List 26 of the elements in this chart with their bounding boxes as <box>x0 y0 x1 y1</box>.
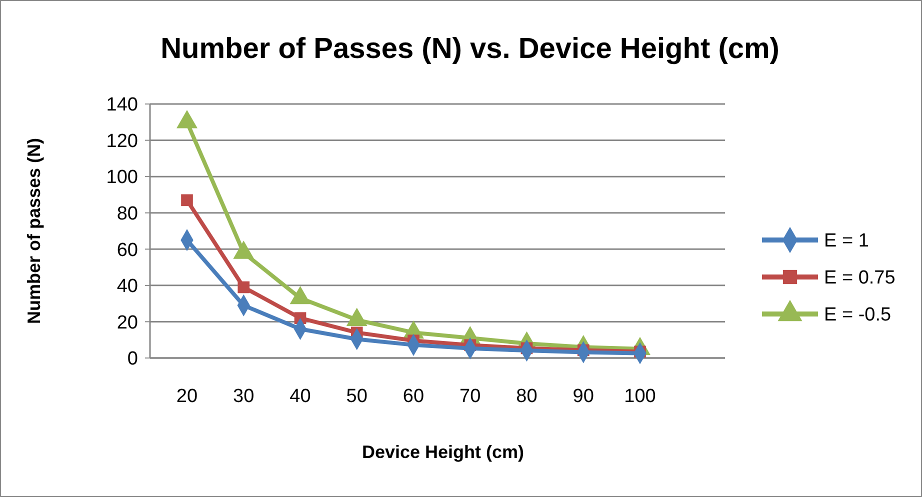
x-tick-label: 50 <box>346 386 368 407</box>
x-tick-label: 70 <box>460 386 481 407</box>
x-tick-label: 100 <box>624 386 656 407</box>
chart-title: Number of Passes (N) vs. Device Height (cm) <box>160 33 780 65</box>
y-tick-label: 40 <box>116 276 138 298</box>
point <box>176 110 198 128</box>
y-tick-label: 0 <box>127 348 138 370</box>
x-tick-label: 90 <box>572 386 594 407</box>
legend-label: E = 0.75 <box>824 268 896 289</box>
y-tick-label: 20 <box>116 312 138 334</box>
y-tick-label: 60 <box>116 240 138 261</box>
point <box>181 194 193 206</box>
x-tick-label: 20 <box>176 386 198 407</box>
y-tick-label: 80 <box>116 204 138 225</box>
y-tick-label: 120 <box>106 130 138 152</box>
x-tick-label: 40 <box>290 386 311 407</box>
x-tick-label: 80 <box>516 386 538 407</box>
y-tick-label: 100 <box>106 167 138 188</box>
x-tick-label: 60 <box>402 386 424 407</box>
x-tick-label: 30 <box>233 386 254 407</box>
y-axis-title: Number of passes (N) <box>24 138 44 324</box>
legend-label: E = -0.5 <box>824 304 892 326</box>
legend-label: E = 1 <box>824 230 869 252</box>
x-axis-title: Device Height (cm) <box>362 442 524 462</box>
point <box>238 281 250 294</box>
y-tick-label: 140 <box>106 94 138 116</box>
